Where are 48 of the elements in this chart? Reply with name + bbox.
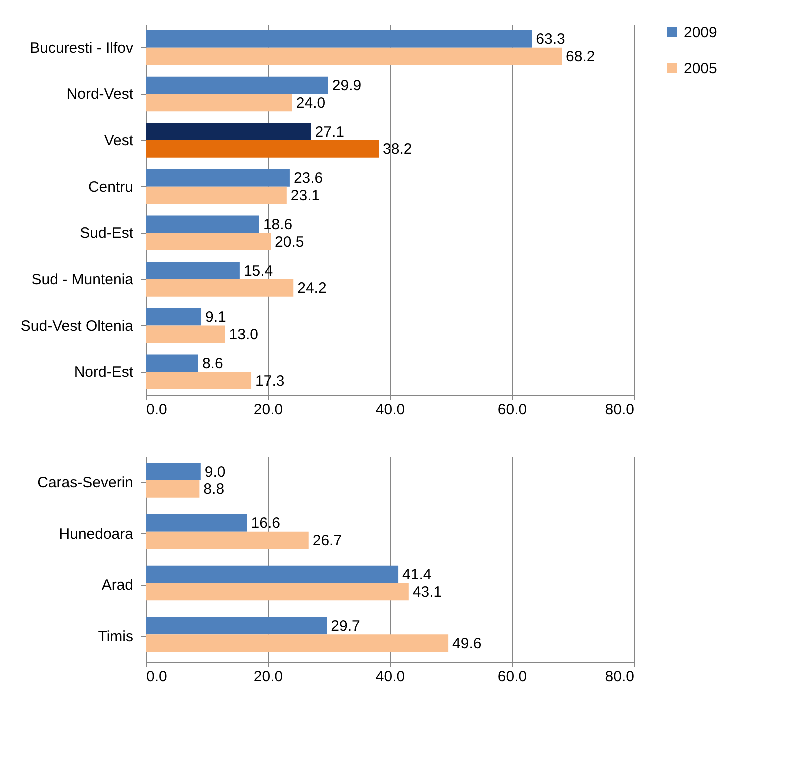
y-tick-label: Centru — [88, 178, 134, 196]
data-label: 24.0 — [296, 94, 326, 112]
y-tick-label: Sud - Muntenia — [32, 271, 134, 288]
y-tick-label: Nord-Vest — [66, 86, 134, 104]
y-tick-label: Hunedoara — [59, 526, 134, 543]
data-label: 63.3 — [536, 31, 566, 48]
data-label: 24.2 — [298, 280, 327, 298]
legend-label: 2009 — [684, 24, 718, 42]
y-tick-label: Nord-Est — [74, 364, 134, 382]
y-tick-label: Sud-Est — [80, 225, 134, 242]
y-tick-label: Arad — [102, 577, 134, 594]
data-label: 68.2 — [566, 48, 596, 66]
data-label: 8.6 — [202, 355, 224, 372]
y-tick-label: Vest — [104, 132, 134, 150]
y-tick-label: Sud-Vest Oltenia — [20, 318, 134, 335]
data-label: 8.8 — [204, 481, 225, 498]
x-tick-label: 60.0 — [498, 402, 528, 418]
x-tick-label: 20.0 — [254, 402, 284, 418]
x-tick-label: 80.0 — [605, 402, 634, 418]
data-label: 49.6 — [452, 635, 482, 652]
data-label: 43.1 — [412, 584, 442, 601]
x-tick-label: 0.0 — [146, 402, 168, 418]
legend-label: 2005 — [684, 60, 718, 78]
data-label: 16.6 — [251, 515, 280, 532]
data-label: 41.4 — [402, 566, 432, 584]
x-tick-label: 60.0 — [498, 668, 528, 686]
data-label: 38.2 — [383, 141, 412, 158]
data-label: 17.3 — [256, 372, 285, 390]
data-label: 15.4 — [244, 262, 274, 280]
data-label: 23.1 — [290, 188, 320, 205]
x-tick-label: 0.0 — [146, 668, 168, 686]
x-tick-label: 40.0 — [376, 402, 406, 418]
data-label: 23.6 — [294, 170, 324, 188]
data-label: 29.7 — [331, 618, 360, 635]
y-tick-label: Bucuresti - Ilfov — [30, 40, 134, 57]
data-label: 18.6 — [263, 216, 293, 234]
data-label: 20.5 — [275, 234, 304, 251]
data-label: 27.1 — [315, 124, 345, 141]
data-label: 13.0 — [229, 326, 259, 344]
y-tick-label: Caras-Severin — [38, 474, 134, 492]
data-label: 26.7 — [312, 532, 342, 550]
x-tick-label: 40.0 — [376, 668, 406, 686]
y-tick-label: Timis — [98, 628, 134, 646]
x-tick-label: 80.0 — [605, 668, 634, 686]
x-tick-label: 20.0 — [254, 668, 284, 686]
data-label: 9.1 — [206, 309, 226, 326]
data-label: 9.0 — [204, 464, 226, 481]
data-label: 29.9 — [332, 78, 362, 95]
